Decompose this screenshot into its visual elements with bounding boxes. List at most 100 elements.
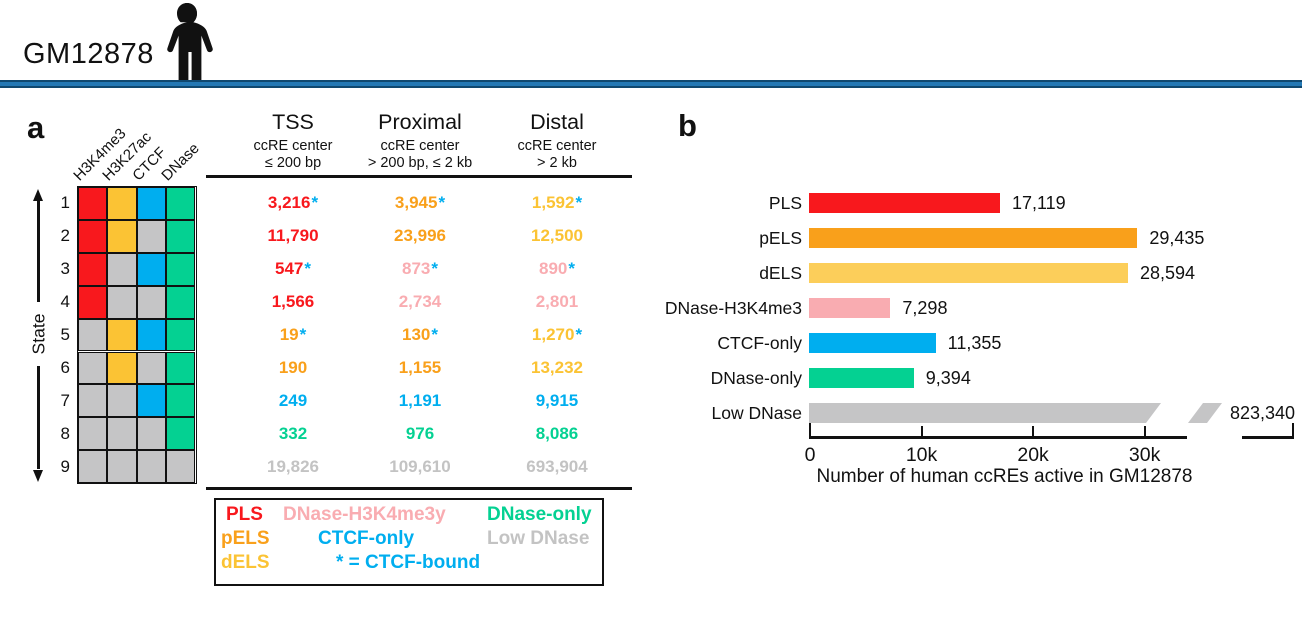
bar-low-dnase-after-break (1188, 403, 1222, 423)
count-value: 1,270 (531, 325, 575, 345)
heatmap-cell-state2-ctcf (136, 219, 166, 253)
count-state2-distal: 12,500 (462, 225, 652, 247)
x-axis-line-main (809, 436, 1187, 439)
count-state7-proximal: 1,191 (325, 390, 515, 412)
x-axis-left-cap (809, 423, 812, 438)
state-number-2: 2 (60, 226, 70, 246)
bar-pels (809, 228, 1138, 248)
ctcf-bound-star: * (304, 259, 311, 279)
x-axis-tick-10k (920, 426, 923, 438)
bar-label-low-dnase: Low DNase (711, 403, 802, 423)
count-state7-distal: 9,915 (462, 390, 652, 412)
heatmap-cell-state3-h3k4me3 (78, 252, 108, 286)
count-state8-proximal: 976 (325, 423, 515, 445)
count-state1-distal: 1,592* (462, 192, 652, 214)
ctcf-bound-star: * (568, 259, 575, 279)
x-axis-ticklabel-30k: 30k (1128, 444, 1161, 466)
count-state8-tss: 332 (198, 423, 388, 445)
state-number-3: 3 (60, 259, 70, 279)
bar-value-dels: 28,594 (1139, 263, 1196, 283)
heatmap-cell-state7-dnase (165, 384, 196, 418)
x-axis-title: Number of human ccREs active in GM12878 (816, 466, 1193, 487)
cell-line-title: GM12878 (23, 38, 154, 70)
x-axis-right-cap (1291, 423, 1294, 438)
bar-label-pels: pELS (759, 228, 802, 248)
count-state6-distal: 13,232 (462, 357, 652, 379)
count-state2-tss: 11,790 (198, 225, 388, 247)
header-divider-rule (0, 80, 1302, 88)
count-state9-tss: 19,826 (198, 456, 388, 478)
ctcf-bound-star: * (431, 325, 438, 345)
bar-dnase-h3k4me3 (809, 298, 891, 318)
heatmap-cell-state6-ctcf (136, 351, 166, 385)
legend-dnase-only: DNase-only (487, 504, 592, 525)
count-value: 693,904 (526, 456, 588, 476)
heatmap-cell-state7-h3k27ac (107, 384, 137, 418)
bar-label-dnase-only: DNase-only (710, 368, 802, 388)
ctcf-bound-star: * (299, 325, 307, 345)
heatmap-cell-state7-ctcf (136, 384, 166, 418)
x-axis-tick-30k (1143, 426, 1147, 438)
count-state3-proximal: 873* (325, 258, 515, 280)
legend-pels: pELS (221, 528, 270, 549)
bar-value-ctcf-only: 11,355 (947, 333, 1002, 353)
bar-label-dnase-h3k4me3: DNase-H3K4me3 (664, 298, 802, 318)
count-value: 13,232 (531, 357, 583, 377)
panel-a-label: a (27, 110, 45, 145)
count-state3-distal: 890* (462, 258, 652, 280)
heatmap-cell-state8-dnase (165, 417, 196, 451)
heatmap-cell-state1-h3k4me3 (78, 187, 108, 220)
bar-value-dnase-only: 9,394 (925, 368, 971, 388)
heatmap-cell-state1-ctcf (136, 187, 166, 220)
count-state3-tss: 547* (198, 258, 388, 280)
count-value: 12,500 (531, 226, 583, 246)
heatmap-cell-state6-h3k27ac (107, 351, 137, 385)
count-value: 2,734 (398, 292, 442, 312)
heatmap-cell-state2-h3k4me3 (78, 219, 108, 253)
count-value: 547 (275, 259, 304, 279)
heatmap-cell-state4-ctcf (136, 285, 166, 319)
count-state4-tss: 1,566 (198, 291, 388, 313)
bar-value-pls: 17,119 (1011, 193, 1066, 213)
table-column-title-tss: TSS (272, 110, 314, 134)
table-column-sub1-proximal: ccRE center (380, 138, 460, 154)
table-column-title-distal: Distal (530, 110, 584, 134)
ctcf-bound-star: * (575, 193, 583, 213)
count-state2-proximal: 23,996 (325, 225, 515, 247)
state-number-6: 6 (60, 357, 70, 377)
heatmap-cell-state1-h3k27ac (107, 187, 137, 220)
count-value: 249 (278, 390, 308, 410)
count-value: 890 (539, 259, 568, 279)
count-value: 11,790 (267, 226, 319, 246)
state-axis-up-arrowhead (33, 189, 43, 201)
heatmap-cell-state6-h3k4me3 (78, 351, 108, 385)
heatmap-cell-state6-dnase (165, 351, 196, 385)
heatmap-cell-state3-h3k27ac (107, 252, 137, 286)
heatmap-cell-state4-dnase (165, 285, 196, 319)
heatmap-cell-state8-ctcf (136, 417, 166, 451)
count-value: 23,996 (394, 226, 446, 246)
count-value: 1,592 (531, 193, 575, 213)
table-column-sub2-proximal: > 200 bp, ≤ 2 kb (367, 155, 473, 171)
count-value: 190 (278, 357, 308, 377)
count-state4-distal: 2,801 (462, 291, 652, 313)
table-header-rule (206, 175, 632, 178)
heatmap-cell-state5-dnase (165, 318, 196, 352)
heatmap-cell-state5-ctcf (136, 318, 166, 352)
count-value: 332 (278, 423, 308, 443)
count-state5-distal: 1,270* (462, 324, 652, 346)
bar-ctcf-only (809, 333, 936, 353)
state-number-4: 4 (60, 292, 70, 312)
state-number-8: 8 (60, 423, 70, 443)
count-state6-proximal: 1,155 (325, 357, 515, 379)
heatmap-cell-state5-h3k4me3 (78, 318, 108, 352)
bar-value-low-dnase: 823,340 (1230, 403, 1296, 423)
count-value: 19 (279, 325, 299, 345)
state-axis-down-arrowhead (33, 470, 43, 482)
count-value: 873 (402, 259, 431, 279)
bar-pls (809, 193, 1000, 213)
panel-b-label: b (678, 108, 697, 143)
heatmap-cell-state4-h3k27ac (107, 285, 137, 319)
heatmap-cell-state3-ctcf (136, 252, 166, 286)
ctcf-bound-star: * (438, 193, 446, 213)
